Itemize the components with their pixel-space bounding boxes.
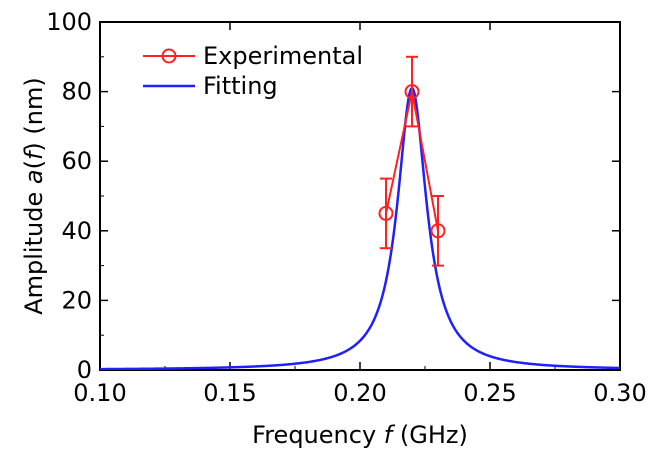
experimental-point — [430, 223, 446, 239]
x-axis-label-variable: f — [384, 421, 396, 449]
y-axis-label-unit: (nm) — [20, 77, 48, 134]
y-axis-label-function: a — [20, 169, 48, 184]
legend: Experimental Fitting — [143, 42, 363, 100]
x-tick-label: 0.10 — [73, 379, 126, 407]
fitting-series-line — [100, 86, 620, 370]
x-axis-label: Frequency f (GHz) — [252, 421, 468, 449]
y-axis-label: Amplitude a(f) (nm) — [20, 77, 48, 315]
legend-experimental-label: Experimental — [203, 42, 363, 70]
y-tick-label: 40 — [61, 217, 92, 245]
y-tick-label: 20 — [61, 286, 92, 314]
legend-fitting-label: Fitting — [203, 72, 278, 100]
experimental-point — [378, 205, 394, 221]
x-axis-label-unit: (GHz) — [400, 421, 468, 449]
y-tick-label: 0 — [77, 356, 92, 384]
legend-experimental-marker — [161, 48, 177, 64]
y-tick-label: 100 — [46, 8, 92, 36]
y-axis-label-text: Amplitude — [20, 192, 48, 315]
plot-frame — [99, 21, 621, 371]
x-tick-label: 0.30 — [593, 379, 646, 407]
x-axis-label-text: Frequency — [252, 421, 376, 449]
x-tick-label: 0.20 — [333, 379, 386, 407]
x-axis-ticks: 0.10 0.15 0.20 0.25 0.30 — [73, 22, 647, 407]
plot-area — [100, 55, 620, 370]
y-tick-label: 80 — [61, 78, 92, 106]
x-tick-label: 0.25 — [463, 379, 516, 407]
experimental-series — [378, 55, 446, 267]
experimental-point — [404, 84, 420, 100]
y-tick-label: 60 — [61, 147, 92, 175]
x-tick-label: 0.15 — [203, 379, 256, 407]
